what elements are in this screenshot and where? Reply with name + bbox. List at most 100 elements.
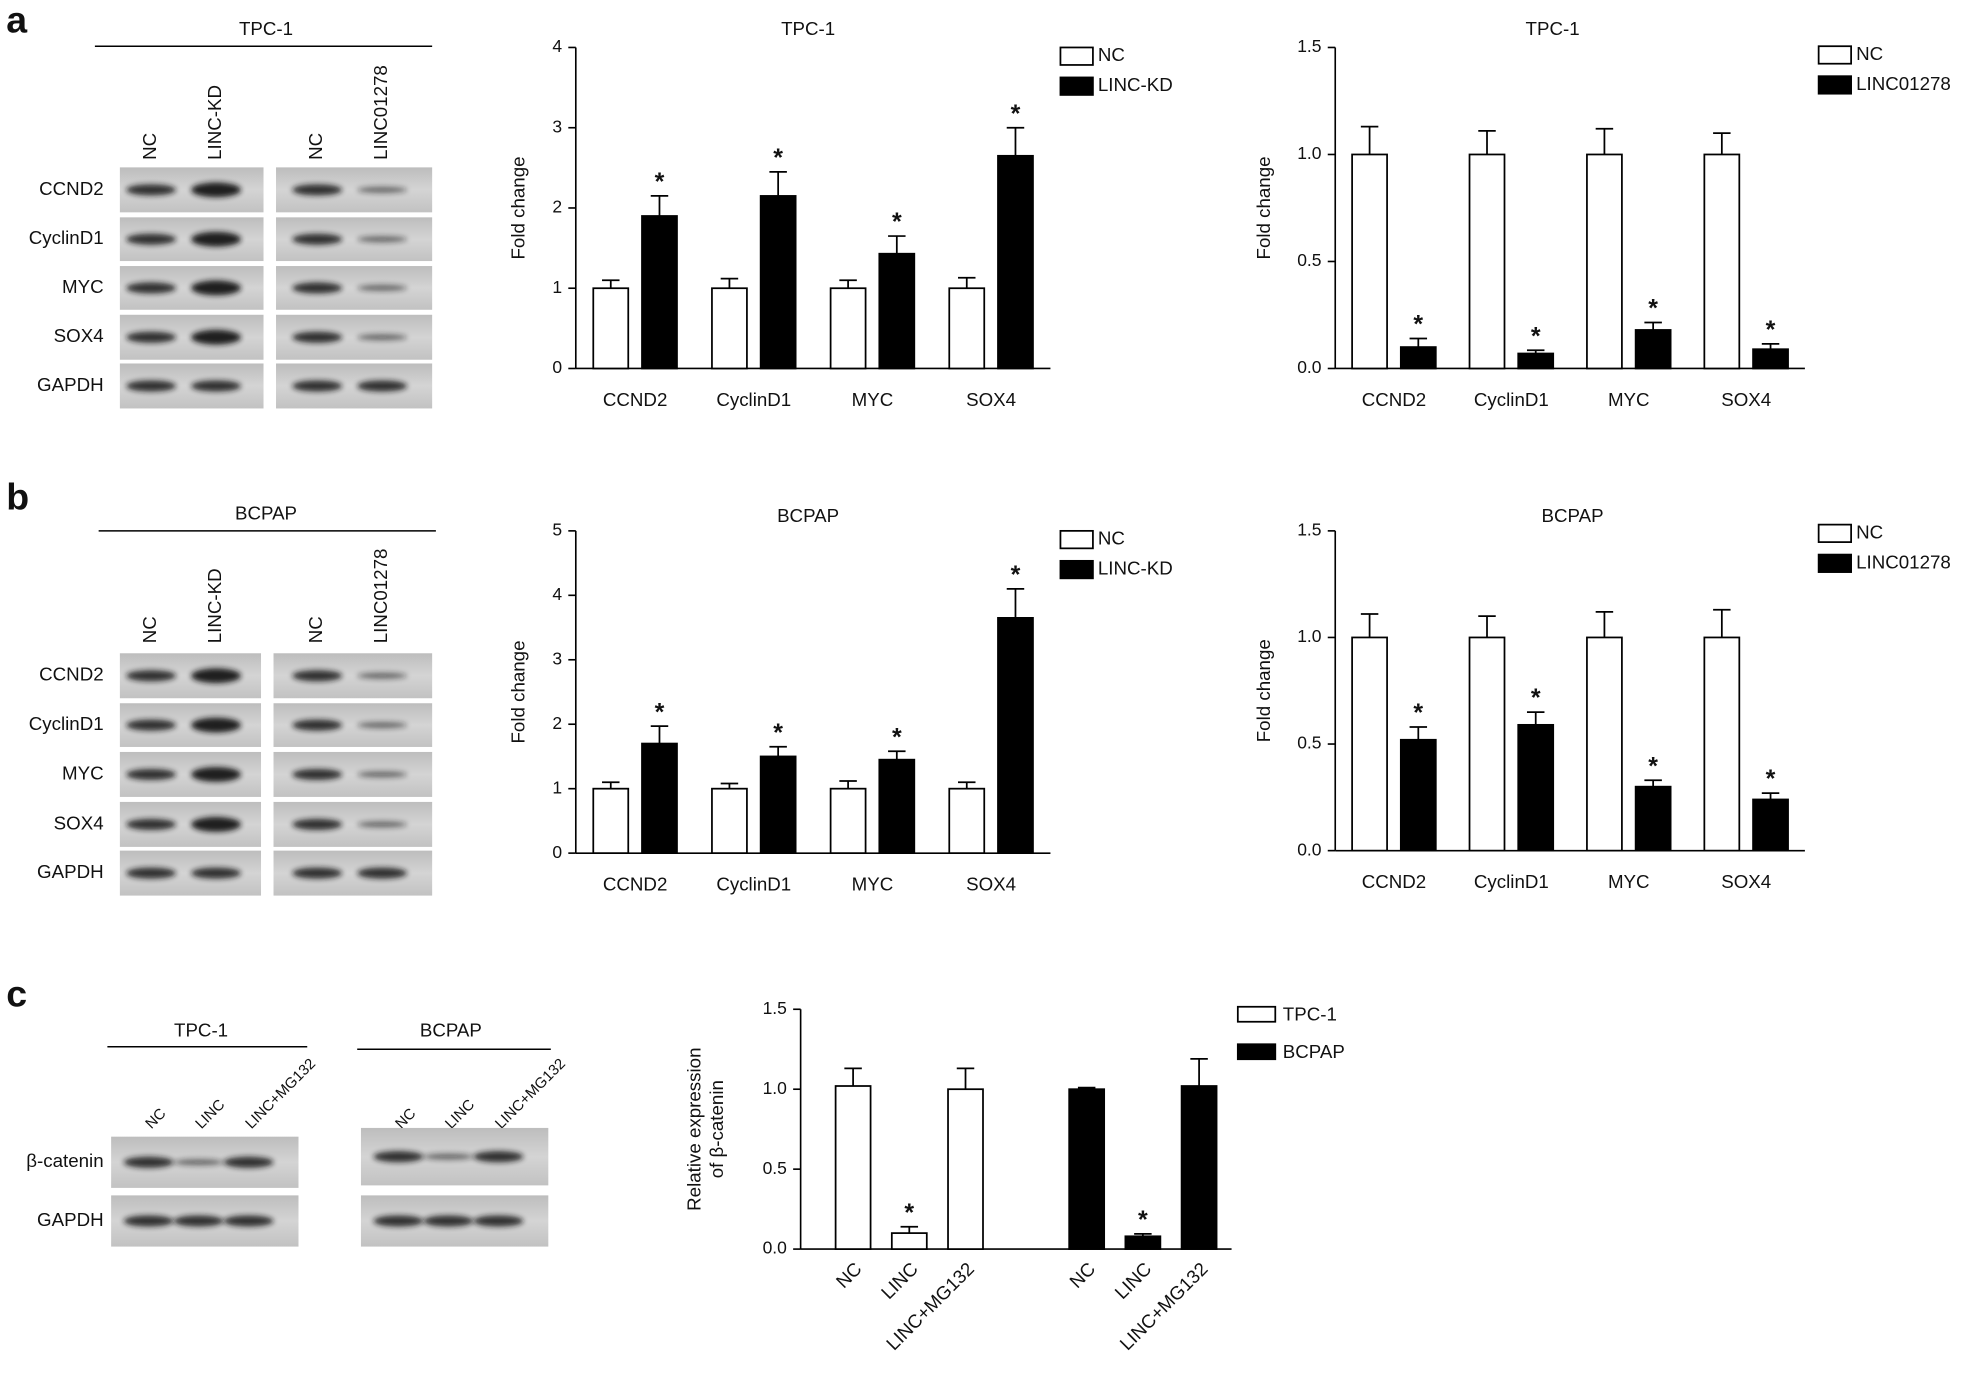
legend-label: TPC-1 [1283, 1003, 1337, 1024]
lane-label: NC [142, 1105, 169, 1132]
x-tick-label: CyclinD1 [1474, 389, 1549, 410]
blot-band [373, 1215, 424, 1227]
y-tick-label: 0.0 [1297, 839, 1322, 859]
blot-band [191, 867, 242, 879]
error-bar [1190, 1057, 1208, 1087]
error-bar [650, 725, 669, 744]
bar [1068, 1088, 1106, 1250]
bar [592, 787, 630, 855]
legend-label: NC [1098, 528, 1125, 549]
y-tick-label: 0 [552, 357, 562, 377]
y-tick-label: 1.5 [1297, 519, 1321, 539]
significance-label: * [892, 723, 902, 751]
legend-swatch [1236, 1043, 1277, 1061]
significance-label: * [1531, 684, 1541, 712]
bar [1468, 153, 1506, 370]
significance-label: * [1766, 765, 1776, 793]
x-tick-label: MYC [1608, 871, 1650, 892]
legend-label: LINC-KD [1098, 74, 1173, 95]
y-tick-label: 1.0 [763, 1078, 788, 1098]
legend-label: LINC-KD [1098, 558, 1173, 579]
bar [829, 287, 867, 370]
x-tick-label: SOX4 [1721, 871, 1771, 892]
error-bar [1409, 726, 1428, 740]
error-bar [956, 1067, 975, 1090]
blot-band [123, 1156, 174, 1168]
y-tick-label: 0.5 [763, 1158, 787, 1178]
lane-label: LINC-KD [204, 85, 225, 160]
error-bar [1595, 610, 1614, 638]
blot-band [292, 867, 343, 879]
significance-label: * [773, 144, 783, 172]
significance-label: * [1648, 295, 1658, 323]
blot-header: BCPAP [235, 503, 297, 524]
legend-swatch [1236, 1005, 1277, 1023]
blot-band [473, 1215, 524, 1227]
x-tick-label: CCND2 [1362, 389, 1426, 410]
bar [1634, 785, 1672, 852]
blot-band [191, 668, 242, 684]
row-label: MYC [62, 276, 104, 297]
row-label: CCND2 [39, 178, 103, 199]
blot-band [373, 1151, 424, 1163]
blot-band [423, 1153, 474, 1160]
error-bar [839, 279, 857, 289]
bar [1468, 636, 1506, 852]
y-axis-label: Relative expression [684, 1047, 705, 1210]
bar [1703, 153, 1741, 370]
blot-band [357, 867, 408, 879]
panel-label: a [6, 0, 28, 40]
x-tick-label: CyclinD1 [716, 874, 791, 895]
significance-label: * [1648, 752, 1658, 780]
lane-label: LINC+MG132 [492, 1055, 569, 1132]
bar [1124, 1235, 1162, 1250]
y-tick-label: 1 [552, 777, 562, 797]
lane-label: NC [139, 616, 160, 643]
x-tick-label: MYC [1608, 389, 1650, 410]
error-bar [1360, 125, 1379, 155]
error-bar [769, 170, 787, 196]
error-bar [650, 195, 669, 216]
significance-label: * [892, 208, 902, 236]
blot-band [292, 282, 343, 294]
x-tick-label: CCND2 [603, 874, 667, 895]
x-tick-label: NC [832, 1258, 866, 1292]
significance-label: * [655, 168, 665, 196]
significance-label: * [1413, 699, 1423, 727]
bar [759, 195, 797, 370]
chart-title: TPC-1 [781, 18, 835, 39]
blot-band [292, 670, 343, 682]
bar [1399, 346, 1437, 370]
y-axis-label: Fold change [508, 640, 529, 743]
lane-label: LINC [442, 1096, 478, 1132]
legend-swatch [1817, 45, 1852, 65]
blot-band [126, 867, 177, 879]
bar [947, 1088, 984, 1250]
row-label: GAPDH [37, 861, 104, 882]
blot-band [191, 766, 242, 782]
error-bar [958, 781, 976, 789]
bar [711, 787, 748, 855]
row-label: GAPDH [37, 374, 104, 395]
blot-band [357, 186, 408, 194]
bar [641, 215, 678, 370]
blot-band [357, 721, 408, 729]
legend-label: NC [1856, 43, 1883, 64]
error-bar [1409, 337, 1428, 348]
bar [1517, 723, 1555, 852]
blot-band [126, 768, 177, 781]
blot-band [126, 719, 177, 731]
y-tick-label: 4 [552, 584, 562, 604]
x-tick-label: LINC [877, 1258, 922, 1303]
error-bar [1526, 349, 1545, 354]
error-bar [1644, 779, 1662, 787]
y-tick-label: 3 [552, 648, 562, 668]
y-tick-label: 1.0 [1297, 143, 1322, 163]
row-label: β-catenin [26, 1150, 103, 1171]
x-tick-label: SOX4 [966, 874, 1016, 895]
bar [592, 287, 630, 370]
bar [878, 758, 916, 855]
bar [948, 287, 986, 370]
bar [834, 1085, 872, 1250]
error-bar [769, 745, 787, 757]
